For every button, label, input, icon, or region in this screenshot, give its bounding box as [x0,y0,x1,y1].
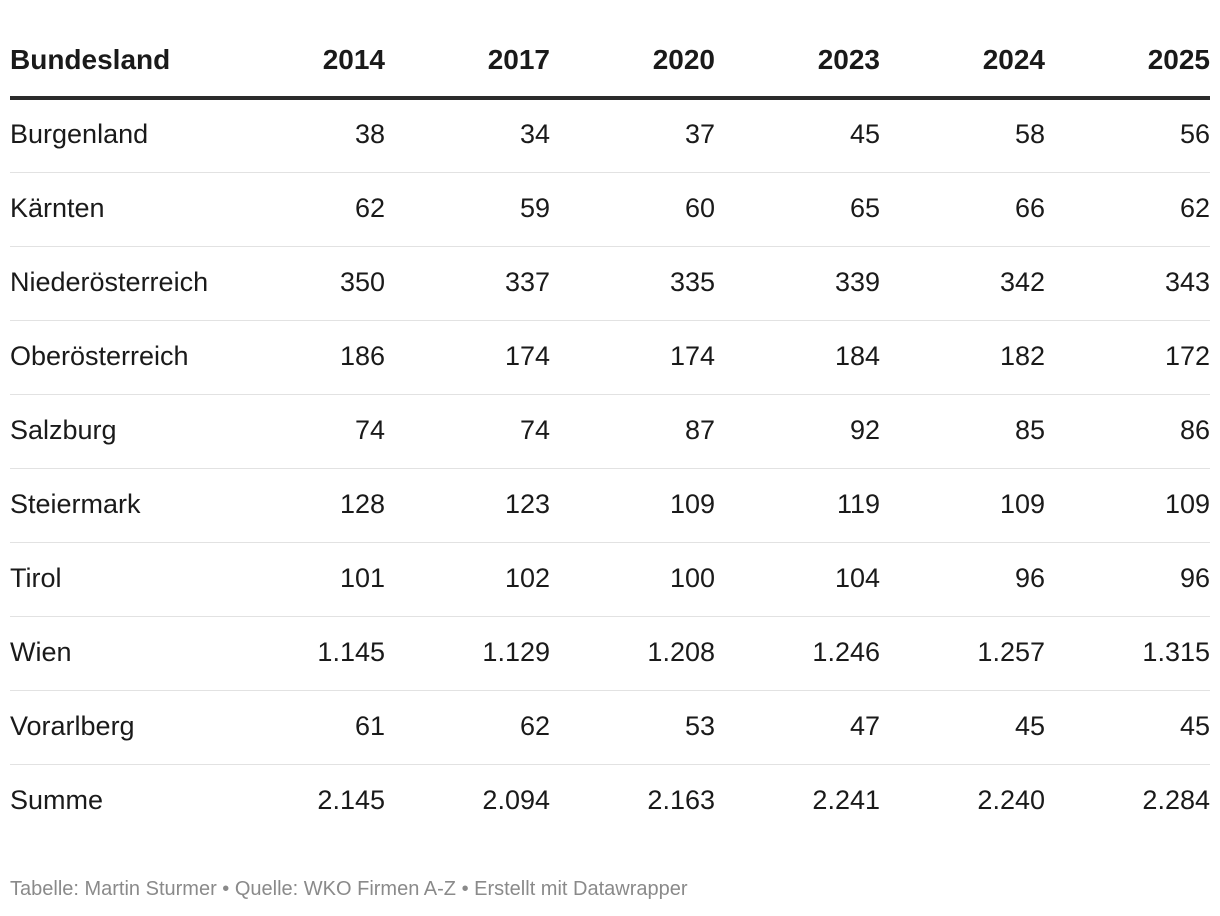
value-cell: 100 [550,542,715,617]
value-cell: 101 [220,542,385,617]
value-cell: 47 [715,690,880,765]
table-row: Summe 2.145 2.094 2.163 2.241 2.240 2.284 [10,764,1210,838]
row-label-cell: Oberösterreich [10,320,220,395]
data-table-container: Bundesland 2014 2017 2020 2023 2024 2025 Burge… [10,0,1210,838]
value-cell: 96 [880,542,1045,617]
value-cell: 37 [550,98,715,173]
table-row: Steiermark 128 123 109 119 109 109 [10,468,1210,543]
column-header-year: 2023 [715,0,880,100]
value-cell: 2.163 [647,784,715,815]
value-cell: 123 [385,468,550,543]
value-cell: 343 [1045,246,1210,321]
row-label-cell: Summe [10,784,104,815]
value-cell: 34 [385,98,550,173]
value-cell: 342 [880,246,1045,321]
value-cell: 172 [1045,320,1210,395]
column-header-bundesland: Bundesland [10,0,220,100]
table-header-row: Bundesland 2014 2017 2020 2023 2024 2025 [10,0,1210,100]
value-cell: 174 [550,320,715,395]
value-cell: 102 [385,542,550,617]
value-cell: 62 [1045,172,1210,247]
value-cell: 1.257 [880,616,1045,691]
value-cell: 186 [220,320,385,395]
value-cell: 119 [715,468,880,543]
value-cell: 104 [715,542,880,617]
value-cell: 128 [220,468,385,543]
value-cell: 2.241 [812,784,880,815]
value-cell: 61 [220,690,385,765]
row-label-cell: Burgenland [10,98,220,173]
value-cell: 62 [385,690,550,765]
value-cell: 1.129 [385,616,550,691]
table-footer-credits: Tabelle: Martin Sturmer • Quelle: WKO Fi… [10,878,688,900]
value-cell: 62 [220,172,385,247]
value-cell: 109 [550,468,715,543]
value-cell: 56 [1045,98,1210,173]
value-cell: 58 [880,98,1045,173]
value-cell: 87 [550,394,715,469]
value-cell: 45 [880,690,1045,765]
value-cell: 1.145 [220,616,385,691]
column-header-year: 2017 [385,0,550,100]
row-label-cell: Niederösterreich [10,246,220,321]
value-cell: 2.240 [977,784,1045,815]
table-row: Vorarlberg 61 62 53 47 45 45 [10,690,1210,765]
value-cell: 66 [880,172,1045,247]
table-row: Salzburg 74 74 87 92 85 86 [10,394,1210,469]
table-row: Burgenland 38 34 37 45 58 56 [10,98,1210,173]
value-cell: 1.246 [715,616,880,691]
value-cell: 184 [715,320,880,395]
table-row: Niederösterreich 350 337 335 339 342 343 [10,246,1210,321]
table-row: Tirol 101 102 100 104 96 96 [10,542,1210,617]
value-cell: 174 [385,320,550,395]
value-cell: 45 [1045,690,1210,765]
value-cell: 53 [550,690,715,765]
value-cell: 74 [385,394,550,469]
table-row: Kärnten 62 59 60 65 66 62 [10,172,1210,247]
value-cell: 85 [880,394,1045,469]
value-cell: 65 [715,172,880,247]
value-cell: 86 [1045,394,1210,469]
value-cell: 96 [1045,542,1210,617]
column-header-year: 2014 [220,0,385,100]
value-cell: 109 [1045,468,1210,543]
value-cell: 45 [715,98,880,173]
value-cell: 2.094 [482,784,550,815]
value-cell: 92 [715,394,880,469]
table-body: Burgenland 38 34 37 45 58 56 Kärnten 62 59 60 65 66 6… [10,98,1210,838]
value-cell: 337 [385,246,550,321]
column-header-year: 2024 [880,0,1045,100]
row-label-cell: Wien [10,616,220,691]
value-cell: 350 [220,246,385,321]
value-cell: 2.284 [1142,784,1210,815]
column-header-year: 2025 [1045,0,1210,100]
row-label-cell: Vorarlberg [10,690,220,765]
value-cell: 74 [220,394,385,469]
value-cell: 2.145 [317,784,385,815]
value-cell: 339 [715,246,880,321]
value-cell: 1.208 [550,616,715,691]
value-cell: 1.315 [1045,616,1210,691]
column-header-year: 2020 [550,0,715,100]
value-cell: 38 [220,98,385,173]
value-cell: 335 [550,246,715,321]
value-cell: 109 [880,468,1045,543]
value-cell: 182 [880,320,1045,395]
row-label-cell: Tirol [10,542,220,617]
table-row: Wien 1.145 1.129 1.208 1.246 1.257 1.315 [10,616,1210,691]
row-label-cell: Kärnten [10,172,220,247]
value-cell: 60 [550,172,715,247]
value-cell: 59 [385,172,550,247]
table-row: Oberösterreich 186 174 174 184 182 172 [10,320,1210,395]
data-table: Bundesland 2014 2017 2020 2023 2024 2025 Burge… [10,0,1210,838]
row-label-cell: Salzburg [10,394,220,469]
row-label-cell: Steiermark [10,468,220,543]
